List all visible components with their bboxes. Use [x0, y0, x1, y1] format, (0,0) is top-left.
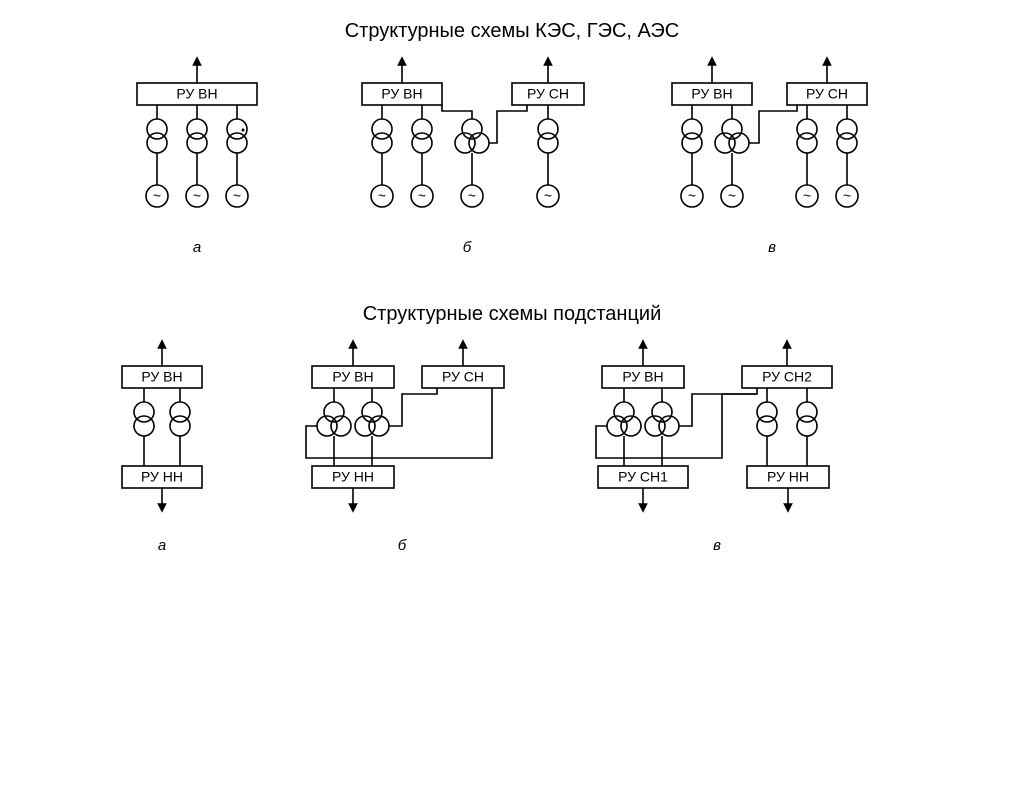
svg-text:РУ СН1: РУ СН1 — [618, 469, 668, 485]
svg-text:~: ~ — [843, 188, 851, 204]
svg-text:РУ НН: РУ НН — [767, 469, 809, 485]
svg-text:в: в — [713, 537, 721, 554]
svg-text:~: ~ — [153, 188, 161, 204]
svg-text:~: ~ — [418, 188, 426, 204]
svg-text:~: ~ — [378, 188, 386, 204]
svg-text:~: ~ — [544, 188, 552, 204]
svg-text:~: ~ — [468, 188, 476, 204]
svg-text:~: ~ — [233, 188, 241, 204]
row1-diagrams: РУ ВН ~ ~ ~ — [102, 43, 922, 273]
svg-text:~: ~ — [193, 188, 201, 204]
svg-text:в: в — [768, 239, 776, 256]
svg-text:а: а — [193, 239, 201, 256]
svg-text:РУ ВН: РУ ВН — [332, 369, 373, 385]
svg-text:РУ НН: РУ НН — [141, 469, 183, 485]
svg-text:РУ ВН: РУ ВН — [691, 86, 732, 102]
svg-text:РУ ВН: РУ ВН — [141, 369, 182, 385]
svg-text:~: ~ — [803, 188, 811, 204]
title-1: Структурные схемы КЭС, ГЭС, АЭС — [0, 20, 1024, 43]
svg-text:~: ~ — [688, 188, 696, 204]
svg-text:РУ СН2: РУ СН2 — [762, 369, 812, 385]
title-2: Структурные схемы подстанций — [0, 303, 1024, 326]
svg-text:РУ ВН: РУ ВН — [622, 369, 663, 385]
svg-text:~: ~ — [728, 188, 736, 204]
svg-text:б: б — [463, 239, 472, 256]
svg-text:б: б — [398, 537, 407, 554]
svg-text:РУ СН: РУ СН — [806, 86, 848, 102]
svg-text:РУ ВН: РУ ВН — [381, 86, 422, 102]
svg-text:РУ НН: РУ НН — [332, 469, 374, 485]
svg-text:РУ СН: РУ СН — [442, 369, 484, 385]
row2-diagrams: РУ ВН РУ НН а РУ ВН РУ СН — [82, 326, 942, 586]
svg-text:а: а — [158, 537, 166, 554]
svg-text:РУ ВН: РУ ВН — [176, 86, 217, 102]
svg-text:РУ СН: РУ СН — [527, 86, 569, 102]
